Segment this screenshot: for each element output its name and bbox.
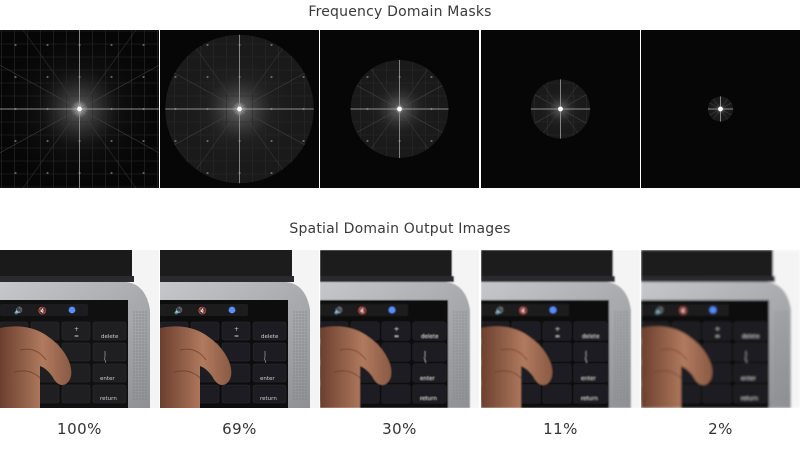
volume-icon: 🔊 [495,306,504,315]
percentage-label: 69% [222,420,257,438]
volume-icon: 🔊 [174,306,183,315]
return-key-label: return [420,396,437,402]
mute-icon: 🔇 [519,306,528,315]
equals-key-label: = [715,333,720,340]
percentage-label: 2% [708,420,733,438]
laptop-photo: 🔊 🔇 += delete |\ enter return [160,250,319,408]
equals-key-label: = [394,333,399,340]
mute-icon: 🔇 [358,306,367,315]
pipe-key-label: | [264,351,266,358]
delete-key-label: delete [742,334,760,340]
enter-key-label: enter [100,376,115,382]
siri-icon [709,306,717,314]
backslash-key-label: \ [745,357,748,364]
frequency-mask-panel [0,30,159,188]
frequency-mask-panel [320,30,479,188]
frequency-mask-panel [641,30,800,188]
percentage-label: 100% [57,420,102,438]
backslash-key-label: \ [104,357,107,364]
return-key-label: return [260,396,277,402]
return-key-label: return [741,396,758,402]
plus-key-label: + [394,326,399,333]
return-key-label: return [100,396,117,402]
spatial-output-panel: 🔊 🔇 + = delete | \ enter return [160,250,319,408]
siri-icon [549,306,557,314]
delete-key-label: delete [421,334,439,340]
pipe-key-label: | [424,351,426,358]
laptop-photo: 🔊 🔇 += delete |\ enter return [0,250,159,408]
spatial-title: Spatial Domain Output Images [289,221,511,237]
percentage-label: 30% [382,420,417,438]
frequency-mask-panel [481,30,640,188]
plus-key-label: + [555,326,560,333]
frequency-mask-row [0,30,800,188]
mute-icon: 🔇 [679,306,688,315]
spatial-output-panel: 🔊 🔇 + = delete | \ enter return [320,250,479,408]
percentage-label: 11% [543,420,578,438]
spatial-output-row: 🔊 🔇 + = delete | \ enter return 🔊 🔇 + = delete | \ enter… [0,250,800,408]
laptop-photo: 🔊 🔇 += delete |\ enter return [481,250,640,408]
backslash-key-label: \ [424,357,427,364]
volume-icon: 🔊 [655,306,664,315]
delete-key-label: delete [101,334,119,340]
enter-key-label: enter [741,376,756,382]
pipe-key-label: | [104,351,106,358]
plus-key-label: + [234,326,239,333]
equals-key-label: = [234,333,239,340]
return-key-label: return [581,396,598,402]
siri-icon [68,306,76,314]
mute-icon: 🔇 [38,306,47,315]
siri-icon [228,306,236,314]
backslash-key-label: \ [585,357,588,364]
equals-key-label: = [555,333,560,340]
spectrum-image [0,30,159,188]
plus-key-label: + [715,326,720,333]
delete-key-label: delete [261,334,279,340]
spatial-output-panel: 🔊 🔇 + = delete | \ enter return [641,250,800,408]
spatial-output-panel: 🔊 🔇 + = delete | \ enter return [0,250,159,408]
spectrum-image [641,30,800,188]
plus-key-label: + [74,326,79,333]
spectrum-image [481,30,640,188]
enter-key-label: enter [581,376,596,382]
frequency-mask-panel [160,30,319,188]
backslash-key-label: \ [264,357,267,364]
volume-icon: 🔊 [14,306,23,315]
siri-icon [388,306,396,314]
enter-key-label: enter [420,376,435,382]
enter-key-label: enter [260,376,275,382]
delete-key-label: delete [582,334,600,340]
equals-key-label: = [74,333,79,340]
volume-icon: 🔊 [334,306,343,315]
spatial-output-panel: 🔊 🔇 + = delete | \ enter return [481,250,640,408]
spectrum-image [160,30,319,188]
spectrum-image [320,30,479,188]
pipe-key-label: | [585,351,587,358]
pipe-key-label: | [745,351,747,358]
frequency-title: Frequency Domain Masks [308,4,492,20]
laptop-photo: 🔊 🔇 += delete |\ enter return [641,250,800,408]
mute-icon: 🔇 [198,306,207,315]
laptop-photo: 🔊 🔇 += delete |\ enter return [320,250,479,408]
